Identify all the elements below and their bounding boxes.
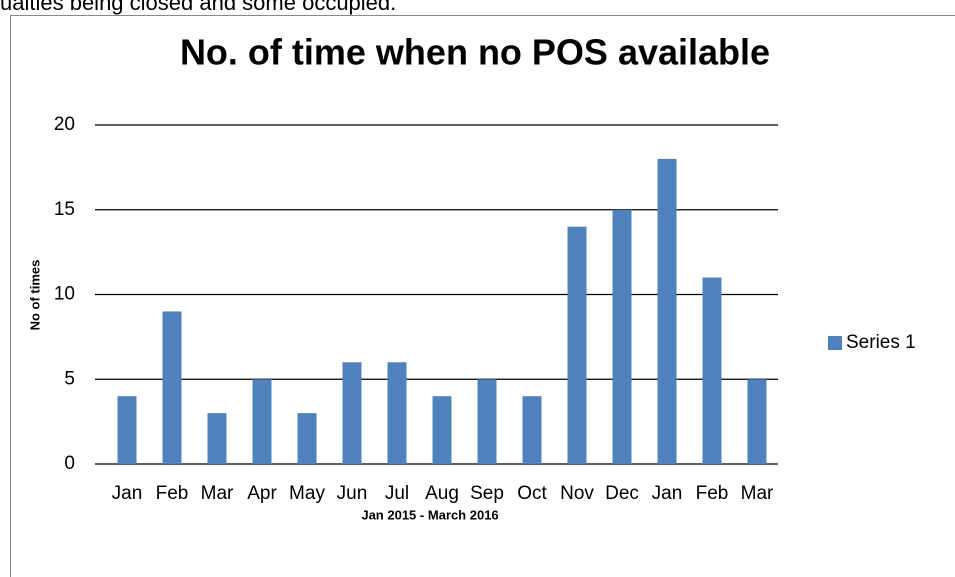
bar	[297, 413, 317, 464]
x-tick-label: Nov	[560, 483, 594, 504]
bar	[657, 158, 677, 464]
x-tick-label: Sep	[470, 483, 504, 504]
bar	[432, 396, 452, 464]
legend-label: Series 1	[846, 332, 916, 353]
bar	[747, 379, 767, 464]
x-tick-label: Dec	[605, 483, 639, 504]
bar	[612, 209, 632, 464]
y-axis-label: No of times	[27, 260, 42, 331]
y-tick-label: 20	[54, 114, 75, 135]
bar	[387, 362, 407, 464]
x-tick-label: Aug	[425, 483, 459, 504]
x-tick-label: Jun	[337, 483, 368, 504]
y-tick-label: 15	[54, 199, 75, 220]
x-tick-label: Mar	[201, 483, 234, 504]
cropped-text: ualties being closed and some occupied.	[0, 0, 396, 15]
x-tick-label: May	[289, 483, 325, 504]
bar	[342, 362, 362, 464]
x-tick-label: Apr	[247, 483, 277, 504]
y-tick-label: 10	[54, 284, 75, 305]
x-tick-label: Mar	[741, 483, 774, 504]
x-tick-label: Feb	[696, 483, 729, 504]
x-axis-label: Jan 2015 - March 2016	[361, 507, 498, 522]
bar	[567, 226, 587, 464]
x-tick-label: Jan	[112, 483, 143, 504]
x-tick-label: Feb	[156, 483, 189, 504]
chart-title: No. of time when no POS available	[180, 32, 770, 73]
bar	[252, 379, 272, 464]
y-tick-label: 5	[64, 368, 75, 389]
chart-frame	[10, 15, 955, 577]
y-tick-label: 0	[64, 453, 75, 474]
bar	[162, 311, 182, 464]
legend-swatch	[828, 336, 842, 350]
bar	[477, 379, 497, 464]
bar	[117, 396, 137, 464]
x-tick-label: Jul	[385, 483, 409, 504]
bar	[207, 413, 227, 464]
bar	[522, 396, 542, 464]
x-tick-label: Oct	[517, 483, 547, 504]
x-tick-label: Jan	[652, 483, 683, 504]
bar	[702, 277, 722, 464]
